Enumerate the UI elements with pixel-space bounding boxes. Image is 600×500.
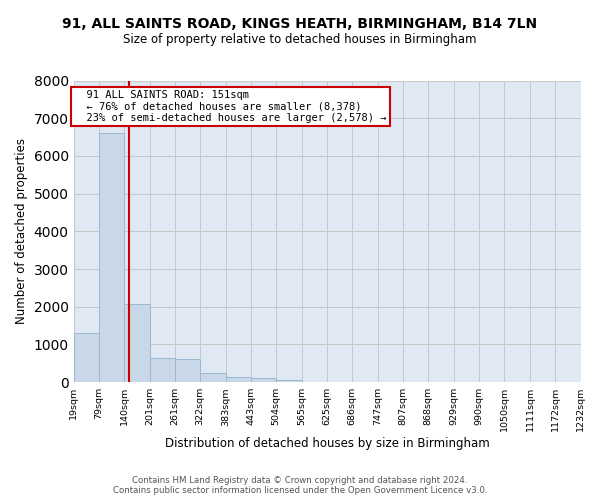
Bar <box>200 372 226 382</box>
Text: Size of property relative to detached houses in Birmingham: Size of property relative to detached ho… <box>123 32 477 46</box>
Bar <box>149 358 175 382</box>
Bar <box>276 380 302 382</box>
Text: Contains HM Land Registry data © Crown copyright and database right 2024.: Contains HM Land Registry data © Crown c… <box>132 476 468 485</box>
Text: 91, ALL SAINTS ROAD, KINGS HEATH, BIRMINGHAM, B14 7LN: 91, ALL SAINTS ROAD, KINGS HEATH, BIRMIN… <box>62 18 538 32</box>
Bar <box>124 304 149 382</box>
X-axis label: Distribution of detached houses by size in Birmingham: Distribution of detached houses by size … <box>164 437 490 450</box>
Bar <box>251 378 276 382</box>
Bar <box>226 378 251 382</box>
Text: Contains public sector information licensed under the Open Government Licence v3: Contains public sector information licen… <box>113 486 487 495</box>
Y-axis label: Number of detached properties: Number of detached properties <box>15 138 28 324</box>
Text: 91 ALL SAINTS ROAD: 151sqm
  ← 76% of detached houses are smaller (8,378)
  23% : 91 ALL SAINTS ROAD: 151sqm ← 76% of deta… <box>74 90 386 123</box>
Bar <box>175 359 200 382</box>
Bar <box>74 333 98 382</box>
Bar <box>98 134 124 382</box>
